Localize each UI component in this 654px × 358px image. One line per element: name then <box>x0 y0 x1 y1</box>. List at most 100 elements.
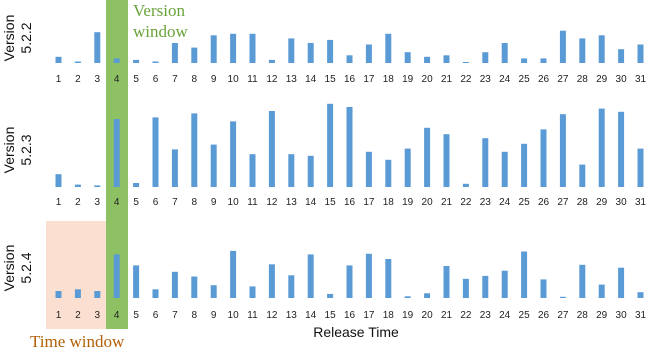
x-tick-label: 16 <box>344 74 356 85</box>
x-tick-label: 18 <box>383 310 395 321</box>
bar <box>482 52 489 63</box>
x-tick-label: 4 <box>114 197 120 208</box>
x-tick-label: 5 <box>133 310 139 321</box>
bar <box>133 59 140 63</box>
bar <box>191 47 198 63</box>
bar <box>443 266 450 298</box>
bar <box>152 117 159 187</box>
x-tick-label: 2 <box>75 310 81 321</box>
bar <box>462 183 469 187</box>
x-tick-label: 20 <box>422 197 434 208</box>
bar <box>443 55 450 63</box>
x-tick-label: 13 <box>286 310 298 321</box>
x-tick-label: 25 <box>519 310 531 321</box>
bar <box>521 58 528 63</box>
bar <box>288 38 295 63</box>
x-tick-label: 24 <box>499 74 511 85</box>
x-tick-label: 28 <box>577 197 589 208</box>
x-tick-label: 25 <box>519 74 531 85</box>
bar <box>133 265 140 298</box>
x-tick-label: 2 <box>75 74 81 85</box>
bar <box>327 293 334 298</box>
bar <box>152 289 159 298</box>
bar <box>424 127 431 187</box>
x-tick-label: 7 <box>172 310 178 321</box>
bar <box>462 62 469 63</box>
bar <box>559 296 566 298</box>
panel-2: Version 5.2.31 2 3 4 5 6 7 8 9 10 11 12 13 14 15 16 17 18 1… <box>1 103 647 208</box>
bar <box>385 33 392 63</box>
bar <box>307 43 314 63</box>
bar <box>501 43 508 63</box>
x-tick-label: 6 <box>153 197 159 208</box>
x-tick-label: 27 <box>557 310 569 321</box>
bar <box>268 111 275 187</box>
bar <box>482 275 489 298</box>
bar <box>249 286 256 298</box>
x-tick-label: 27 <box>557 197 569 208</box>
bar <box>404 296 411 298</box>
x-tick-label: 9 <box>211 310 217 321</box>
y-axis-label-line1: Version <box>1 127 17 174</box>
bar <box>171 43 178 63</box>
bar <box>307 254 314 298</box>
x-tick-label: 25 <box>519 197 531 208</box>
bar <box>94 185 101 187</box>
x-tick-label: 22 <box>460 74 472 85</box>
bar <box>210 144 217 187</box>
bar <box>94 32 101 63</box>
bar <box>74 184 81 187</box>
bar <box>171 149 178 187</box>
bar <box>540 279 547 298</box>
bar <box>424 56 431 63</box>
x-tick-label: 22 <box>460 197 472 208</box>
x-tick-label: 15 <box>325 74 337 85</box>
x-tick-label: 15 <box>325 310 337 321</box>
x-tick-label: 8 <box>192 310 198 321</box>
bar <box>288 275 295 298</box>
bar <box>424 293 431 298</box>
x-tick-label: 4 <box>114 310 120 321</box>
x-tick-label: 31 <box>635 197 647 208</box>
bar <box>210 35 217 63</box>
x-axis-title: Release Time <box>313 324 399 340</box>
x-tick-label: 21 <box>441 74 453 85</box>
bar <box>404 52 411 63</box>
x-tick-label: 11 <box>247 74 258 85</box>
bar <box>55 291 62 298</box>
bar <box>94 291 101 298</box>
bar <box>618 111 625 187</box>
x-tick-label: 14 <box>305 74 317 85</box>
x-tick-label: 1 <box>56 310 62 321</box>
x-tick-label: 30 <box>616 197 628 208</box>
x-tick-label: 19 <box>402 310 414 321</box>
bar <box>521 251 528 298</box>
bar <box>559 30 566 63</box>
x-tick-label: 23 <box>480 310 492 321</box>
bar <box>152 61 159 63</box>
x-tick-label: 5 <box>133 197 139 208</box>
bar <box>385 259 392 298</box>
bar <box>288 154 295 187</box>
x-tick-label: 2 <box>75 197 81 208</box>
bar <box>230 33 237 63</box>
bar <box>637 148 644 187</box>
x-tick-label: 18 <box>383 197 395 208</box>
bar <box>501 270 508 298</box>
x-tick-label: 24 <box>499 197 511 208</box>
x-tick-label: 6 <box>153 310 159 321</box>
x-tick-label: 13 <box>286 197 298 208</box>
x-tick-label: 16 <box>344 197 356 208</box>
x-tick-label: 1 <box>56 197 62 208</box>
bar <box>598 284 605 298</box>
x-tick-label: 13 <box>286 74 298 85</box>
x-tick-label: 3 <box>95 197 101 208</box>
bar <box>404 148 411 187</box>
x-tick-label: 28 <box>577 310 589 321</box>
x-tick-label: 20 <box>422 74 434 85</box>
panel-1: Version 5.2.21 2 3 4 5 6 7 8 9 10 11 12 13 14 15 16 17 18 1… <box>1 15 646 85</box>
x-tick-label: 17 <box>363 197 375 208</box>
bar <box>365 44 372 63</box>
bar <box>462 278 469 298</box>
